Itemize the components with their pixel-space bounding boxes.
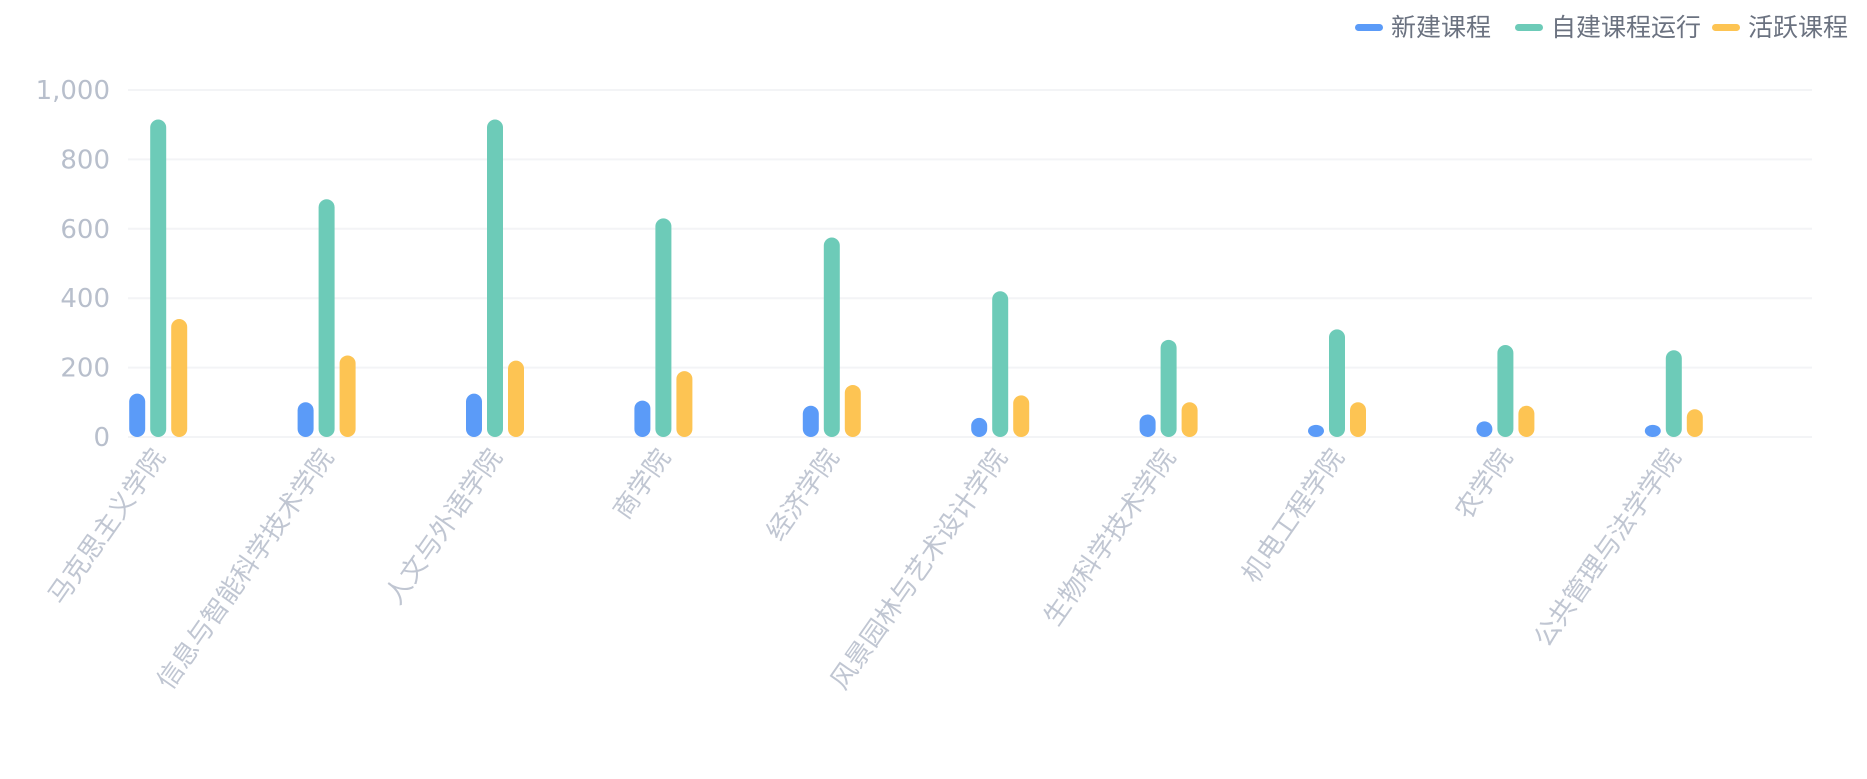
- bar[interactable]: [823, 237, 840, 437]
- bar[interactable]: [1665, 350, 1682, 437]
- bar[interactable]: [802, 405, 819, 437]
- legend[interactable]: 新建课程 自建课程运行 活跃课程: [1355, 13, 1848, 42]
- x-category-label: 商学院: [608, 444, 677, 525]
- bar[interactable]: [339, 355, 356, 437]
- y-tick-label: 1,000: [36, 76, 110, 106]
- grid-lines: [128, 89, 1812, 438]
- bar[interactable]: [297, 402, 314, 437]
- bar[interactable]: [655, 218, 672, 437]
- legend-label: 自建课程运行: [1551, 13, 1701, 42]
- y-tick-label: 800: [60, 145, 110, 175]
- bar[interactable]: [487, 119, 503, 438]
- legend-swatch: [1712, 24, 1740, 31]
- x-category-label: 生物科学技术学院: [1038, 444, 1182, 632]
- x-category-label: 农学院: [1450, 444, 1519, 525]
- bar[interactable]: [676, 371, 693, 437]
- legend-item[interactable]: 活跃课程: [1712, 13, 1848, 42]
- bar[interactable]: [129, 393, 146, 437]
- bar[interactable]: [1160, 339, 1177, 437]
- legend-swatch: [1355, 24, 1383, 31]
- bar[interactable]: [466, 393, 482, 437]
- legend-item[interactable]: 自建课程运行: [1515, 13, 1701, 42]
- legend-label: 新建课程: [1391, 13, 1491, 42]
- bar[interactable]: [1329, 329, 1345, 437]
- bar[interactable]: [508, 360, 524, 437]
- bar[interactable]: [318, 199, 335, 437]
- bar[interactable]: [171, 319, 188, 437]
- bar[interactable]: [1139, 414, 1156, 437]
- y-tick-label: 400: [60, 284, 110, 314]
- x-category-label: 公共管理与法学学院: [1529, 444, 1688, 653]
- x-category-label: 风景园林与艺术设计学院: [825, 444, 1014, 695]
- x-category-label: 经济学院: [761, 444, 845, 546]
- legend-label: 活跃课程: [1748, 13, 1848, 42]
- x-category-label: 马克思主义学院: [43, 444, 172, 610]
- bar[interactable]: [150, 119, 167, 438]
- bar[interactable]: [1308, 424, 1324, 437]
- bar[interactable]: [971, 417, 988, 437]
- x-category-label: 机电工程学院: [1237, 444, 1351, 589]
- bar[interactable]: [844, 384, 861, 437]
- x-category-label: 人文与外语学院: [380, 444, 509, 610]
- y-tick-label: 600: [60, 215, 110, 245]
- y-axis-tick-labels: 0 200 400 600 800 1,000: [36, 76, 110, 453]
- bar[interactable]: [1518, 405, 1535, 437]
- legend-swatch: [1515, 24, 1543, 31]
- bar[interactable]: [1013, 395, 1030, 437]
- y-tick-label: 0: [93, 423, 110, 453]
- legend-item[interactable]: 新建课程: [1355, 13, 1491, 42]
- bar[interactable]: [1350, 402, 1366, 437]
- x-category-label: 信息与智能科学技术学院: [152, 444, 341, 695]
- bar[interactable]: [1181, 402, 1198, 437]
- y-tick-label: 200: [60, 354, 110, 384]
- bar[interactable]: [1497, 345, 1514, 437]
- bar[interactable]: [1686, 409, 1703, 437]
- bar[interactable]: [1476, 421, 1493, 437]
- bar[interactable]: [1644, 424, 1661, 437]
- bars: [129, 119, 1703, 438]
- bar[interactable]: [992, 291, 1009, 437]
- bar[interactable]: [634, 400, 651, 437]
